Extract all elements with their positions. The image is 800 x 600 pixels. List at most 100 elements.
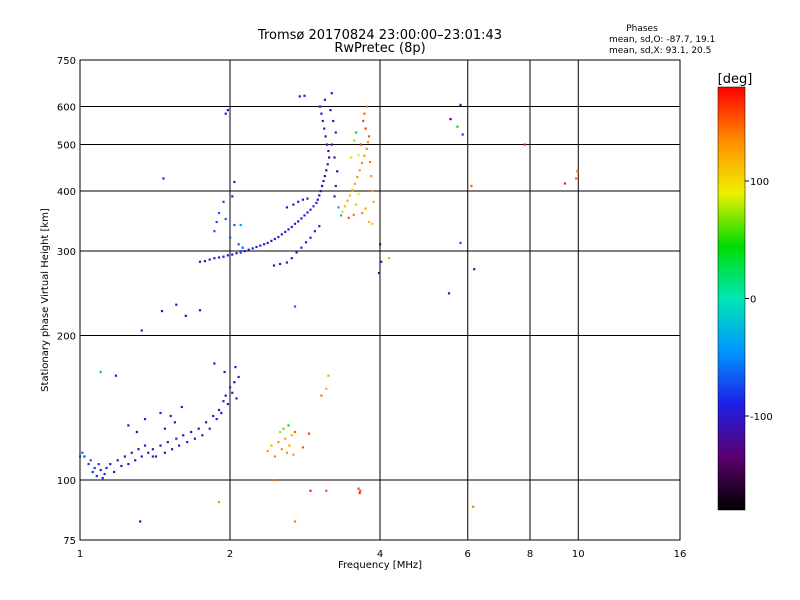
grid-lines [80, 60, 680, 540]
data-point [97, 463, 100, 466]
data-point [285, 206, 288, 209]
y-axis-label: Stationary phase Virtual Height [km] [40, 208, 51, 392]
data-point [364, 127, 367, 130]
data-point [127, 463, 130, 466]
data-point [193, 437, 196, 440]
x-axis-ticks: 1 2 4 6 8 10 16 [77, 549, 687, 560]
data-point [239, 223, 242, 227]
y-tick-label: 750 [57, 56, 76, 67]
data-point [293, 430, 297, 434]
data-point [351, 189, 354, 192]
data-point [352, 213, 355, 216]
data-point [178, 444, 181, 447]
data-point [241, 246, 244, 249]
data-point [576, 170, 579, 173]
colorbar-label: [deg] [718, 72, 753, 87]
data-point [298, 95, 301, 98]
data-point [290, 257, 293, 260]
data-point [330, 92, 333, 95]
data-point [325, 489, 328, 492]
data-point [367, 220, 371, 224]
data-point [175, 303, 178, 306]
data-point [229, 236, 232, 239]
stats-line-o: mean, sd,O: -87.7, 19.1 [609, 35, 715, 45]
data-point [325, 169, 328, 172]
data-point [343, 205, 346, 208]
data-point [365, 105, 368, 108]
data-point [234, 366, 237, 369]
data-point [353, 139, 356, 142]
data-points [79, 92, 579, 523]
data-point [215, 220, 218, 224]
data-point [147, 451, 150, 454]
data-point [272, 264, 276, 267]
data-point [81, 451, 84, 454]
y-tick-label: 500 [57, 141, 76, 152]
data-point [154, 455, 158, 458]
data-point [357, 192, 360, 195]
data-point [293, 305, 297, 308]
data-point [103, 472, 106, 476]
data-point [217, 212, 221, 215]
data-point [325, 387, 328, 390]
data-point [99, 468, 102, 472]
data-point [303, 214, 306, 217]
data-point [332, 119, 335, 123]
data-point [263, 243, 266, 246]
data-point [318, 194, 321, 197]
chart-title: Tromsø 20170824 23:00:00–23:01:43 [257, 28, 502, 43]
data-point [359, 489, 362, 492]
data-point [226, 254, 229, 257]
data-point [272, 479, 276, 482]
data-point [348, 194, 352, 197]
data-point [372, 200, 375, 203]
data-point [113, 470, 116, 474]
data-point [222, 400, 225, 403]
data-point [295, 251, 298, 254]
data-point [201, 434, 204, 437]
data-point [312, 205, 315, 208]
data-point [270, 239, 273, 242]
data-point [182, 434, 185, 437]
data-point [353, 182, 356, 186]
data-point [337, 206, 340, 209]
data-point [169, 414, 172, 418]
data-point [300, 246, 303, 249]
data-point [359, 143, 362, 146]
data-point [324, 135, 327, 138]
data-point [300, 217, 303, 220]
data-point [208, 427, 211, 430]
data-point [130, 451, 133, 454]
data-point [287, 424, 290, 427]
data-point [323, 127, 326, 130]
data-point [101, 477, 104, 480]
data-point [362, 119, 365, 123]
data-point [280, 448, 283, 451]
data-point [235, 252, 238, 255]
data-point [203, 260, 206, 263]
x-axis-label: Frequency [MHz] [338, 560, 422, 571]
data-point [336, 170, 339, 173]
data-point [369, 160, 372, 164]
data-point [282, 427, 285, 430]
data-point [139, 520, 142, 523]
data-point [325, 143, 329, 146]
data-point [361, 212, 364, 215]
data-point [198, 260, 202, 263]
data-point [290, 434, 293, 437]
colorbar-tick-label: -100 [750, 412, 773, 423]
data-point [160, 310, 164, 313]
data-point [277, 235, 280, 239]
data-point [159, 411, 162, 415]
data-point [233, 381, 236, 384]
data-point [333, 195, 336, 198]
data-point [99, 370, 102, 374]
data-point [303, 94, 306, 97]
data-point [105, 466, 108, 470]
data-point [233, 180, 236, 184]
x-tick-label: 2 [227, 549, 233, 560]
plot-frame [79, 59, 681, 541]
data-point [563, 182, 567, 185]
y-axis-ticks: 75 100 200 300 400 500 600 750 [57, 56, 76, 547]
data-point [151, 455, 154, 458]
